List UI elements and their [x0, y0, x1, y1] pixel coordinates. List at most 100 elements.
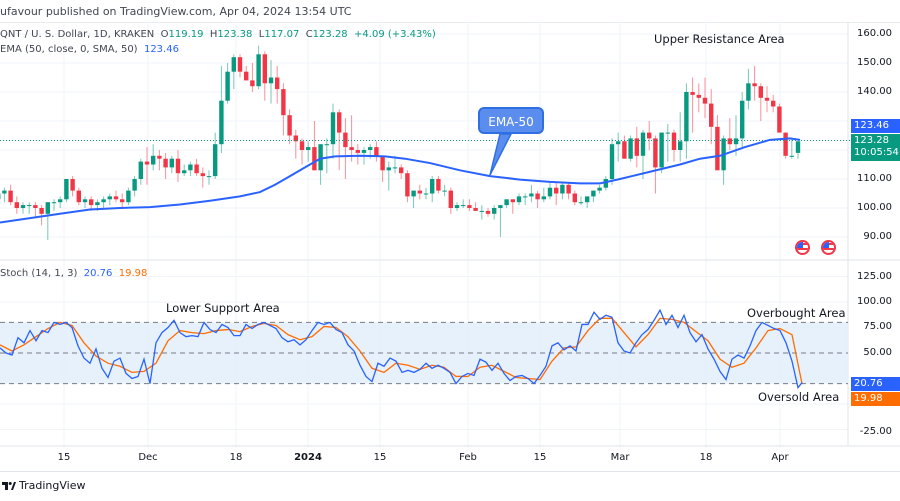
candle — [573, 191, 577, 206]
overbought-label: Overbought Area — [747, 306, 846, 320]
candle — [238, 54, 242, 77]
price-tick: 100.00 — [857, 202, 892, 213]
candle — [219, 66, 223, 153]
candle — [263, 51, 267, 100]
candle — [77, 188, 81, 205]
candle — [746, 69, 750, 110]
candle — [740, 92, 744, 147]
candle — [728, 118, 732, 150]
candle — [647, 121, 651, 150]
stoch-label: Stoch (14, 1, 3) — [0, 268, 77, 279]
candle — [418, 185, 422, 200]
candle — [157, 150, 161, 170]
candle — [535, 191, 539, 208]
candle — [343, 118, 347, 179]
candle — [405, 170, 409, 202]
stoch-tick: -25.00 — [860, 426, 892, 437]
candle — [486, 208, 490, 217]
candle — [139, 159, 143, 185]
candle — [182, 165, 186, 177]
close-label: C — [306, 29, 313, 40]
candle — [765, 86, 769, 112]
candle — [101, 196, 105, 208]
lower-support-label: Lower Support Area — [166, 301, 280, 315]
candle — [306, 141, 310, 161]
ema-value: 123.46 — [144, 44, 179, 55]
candle — [796, 141, 800, 158]
candle — [33, 202, 37, 217]
candle — [783, 133, 787, 159]
candle — [697, 83, 701, 112]
candle — [449, 188, 453, 214]
candle — [504, 199, 508, 208]
candle — [566, 182, 570, 199]
candle — [21, 202, 25, 214]
stoch-k-tag: 20.76 — [851, 377, 900, 391]
candle — [635, 127, 639, 168]
tradingview-logo-icon — [2, 481, 16, 491]
time-label: Mar — [611, 452, 630, 463]
candle — [281, 83, 285, 135]
candle — [542, 188, 546, 203]
stoch-tick: 50.00 — [863, 347, 892, 358]
footer: TradingView — [0, 471, 900, 501]
symbol-legend[interactable]: QNT / U. S. Dollar, 1D, KRAKEN O119.19 H… — [0, 29, 436, 40]
time-label: 15 — [534, 452, 547, 463]
candle — [790, 138, 794, 158]
candle — [678, 112, 682, 161]
candle — [244, 66, 248, 81]
candle — [194, 159, 198, 176]
time-label: Feb — [459, 452, 477, 463]
time-label: 15 — [58, 452, 71, 463]
candle — [430, 176, 434, 202]
candle — [777, 104, 781, 133]
candle — [170, 156, 174, 173]
candle — [337, 109, 341, 170]
candle — [2, 188, 6, 203]
candle — [108, 194, 112, 206]
time-label: 18 — [700, 452, 713, 463]
candle — [684, 83, 688, 158]
stoch-tick: 75.00 — [863, 321, 892, 332]
stoch-k-value: 20.76 — [84, 268, 113, 279]
candle — [387, 162, 391, 191]
ema-legend[interactable]: EMA (50, close, 0, SMA, 50) 123.46 — [0, 44, 179, 55]
candle — [610, 138, 614, 184]
time-label: Apr — [771, 452, 788, 463]
price-tick: 110.00 — [857, 173, 892, 184]
tradingview-logo[interactable]: TradingView — [2, 479, 85, 492]
candle — [461, 199, 465, 208]
candle — [132, 176, 136, 196]
candle — [690, 78, 694, 133]
us-flag-event-icon[interactable] — [795, 240, 810, 255]
candle — [424, 188, 428, 200]
candle — [83, 196, 87, 208]
candle — [659, 133, 663, 174]
oversold-label: Oversold Area — [758, 390, 839, 404]
candle — [653, 136, 657, 194]
candle — [349, 115, 353, 161]
last-price-tag: 123.28 10:05:54 — [851, 134, 900, 161]
candle — [523, 194, 527, 206]
symbol-name: QNT / U. S. Dollar, 1D, KRAKEN — [0, 29, 154, 40]
candle — [498, 205, 502, 237]
candle — [622, 136, 626, 159]
candle — [8, 185, 12, 205]
stoch-legend[interactable]: Stoch (14, 1, 3) 20.76 19.98 — [0, 268, 147, 279]
ema-callout-text: EMA-50 — [488, 115, 533, 129]
candle — [455, 202, 459, 211]
candle — [560, 182, 564, 199]
candle — [225, 63, 229, 104]
candle — [294, 130, 298, 159]
us-flag-event-icon[interactable] — [821, 240, 836, 255]
change-value: +4.09 (+3.43%) — [354, 29, 436, 40]
candle — [548, 182, 552, 199]
candle — [473, 202, 477, 211]
candle — [64, 179, 68, 202]
time-label: 2024 — [294, 452, 322, 463]
candle — [771, 95, 775, 112]
price-tick: 90.00 — [863, 231, 892, 242]
candle — [207, 170, 211, 185]
candle — [46, 202, 50, 240]
